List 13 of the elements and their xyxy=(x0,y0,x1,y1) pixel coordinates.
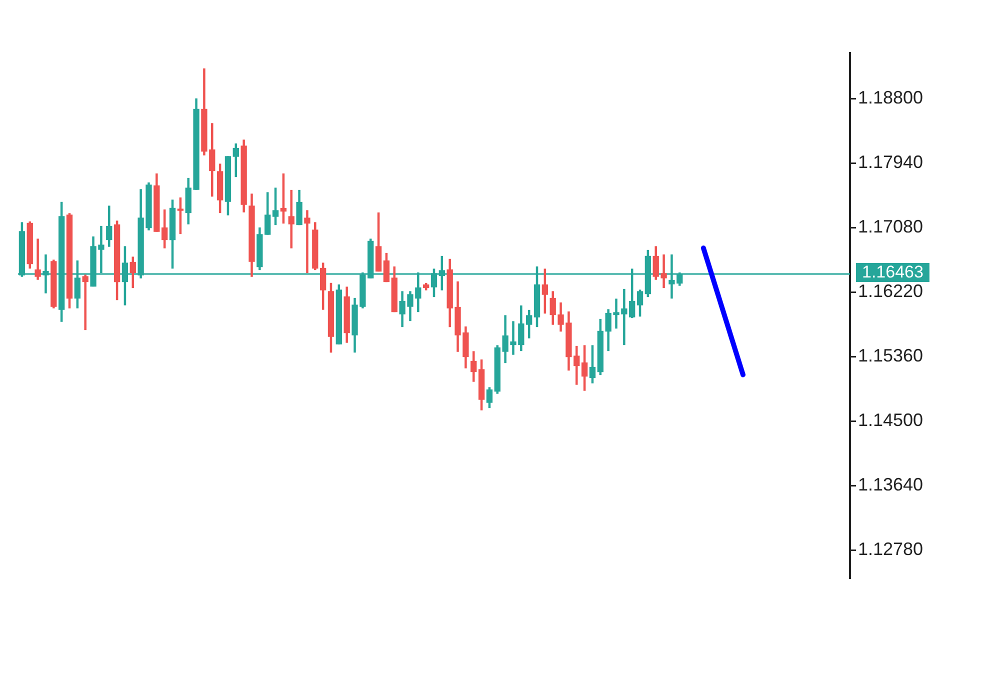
candlestick xyxy=(304,210,310,274)
y-tick-label: 1.12780 xyxy=(858,539,924,560)
y-tick-label: 1.18800 xyxy=(858,88,924,108)
candlestick xyxy=(288,190,294,248)
candlestick xyxy=(34,238,41,280)
y-tick-label: 1.16220 xyxy=(858,281,924,302)
candlestick xyxy=(82,274,88,330)
y-tick-label: 1.14500 xyxy=(858,410,924,430)
y-tick-label: 1.17080 xyxy=(858,216,924,237)
y-tick-label: 1.17940 xyxy=(858,152,924,172)
y-tick-label: 1.13640 xyxy=(858,474,924,495)
y-tick-label: 1.15360 xyxy=(858,346,924,366)
ref-line-label: 1.16463 xyxy=(862,262,924,282)
